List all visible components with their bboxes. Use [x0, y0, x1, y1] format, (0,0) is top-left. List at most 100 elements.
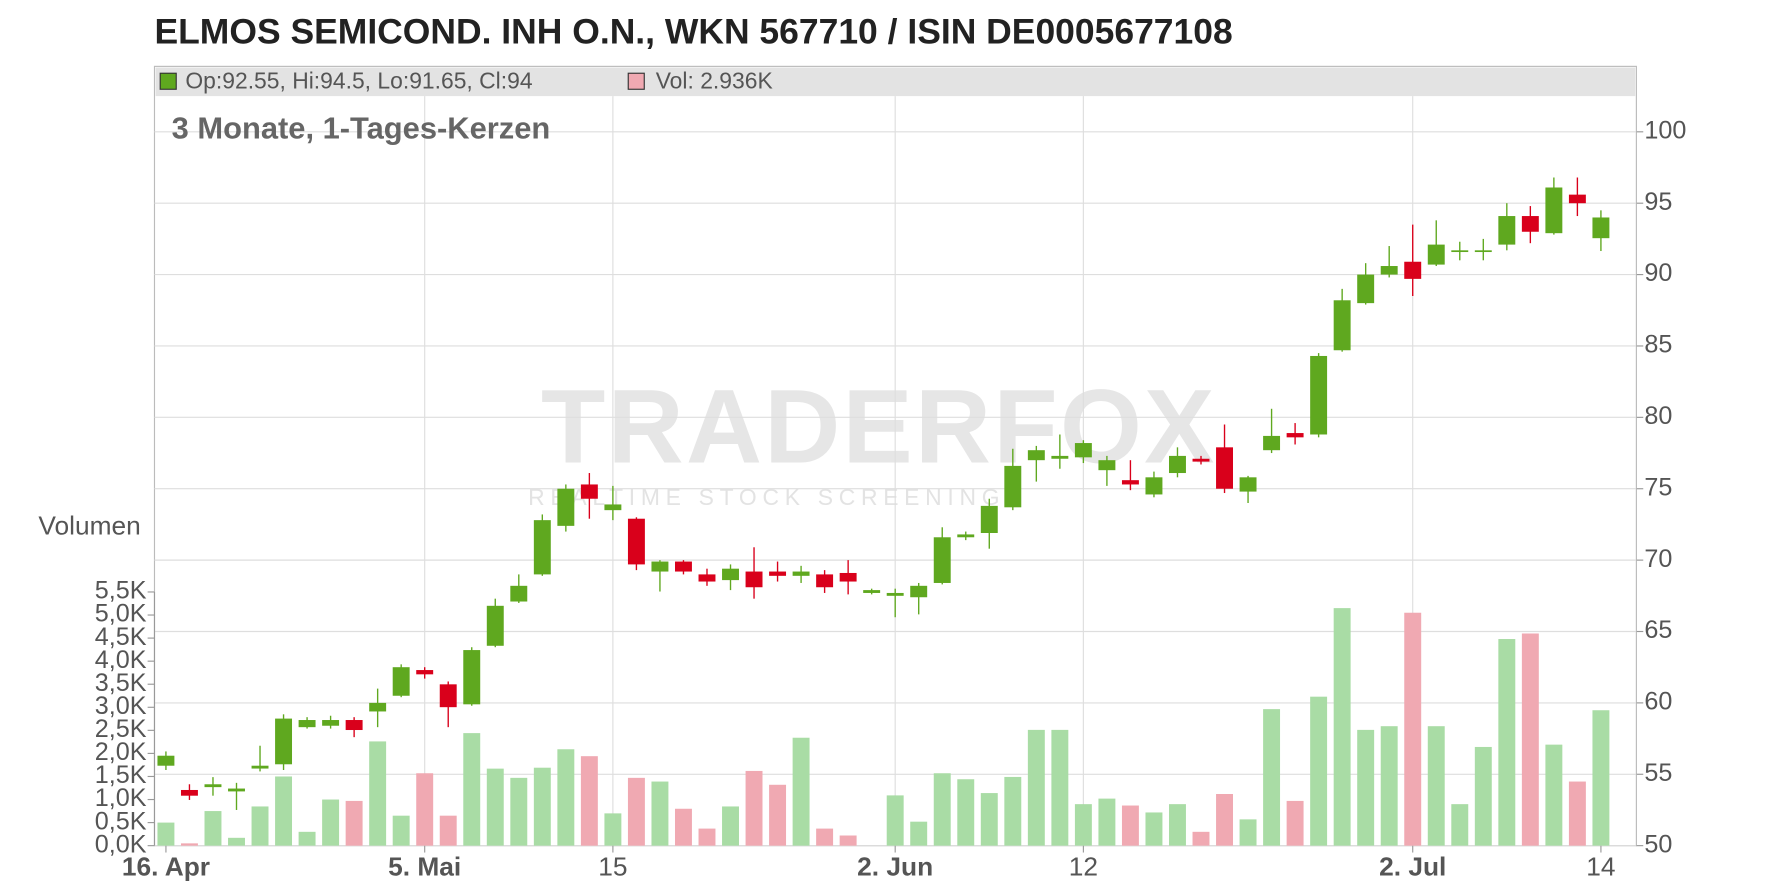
candle-body — [369, 702, 387, 712]
candle-body — [416, 670, 434, 675]
y2-tick-label: 5,5K — [95, 577, 147, 605]
y2-tick-label: 4,0K — [95, 646, 147, 674]
candle-body — [839, 572, 857, 582]
volume-bar — [1427, 726, 1445, 846]
x-tick-label: 2. Jun — [857, 851, 933, 881]
volume-bar — [1592, 710, 1610, 846]
volume-bar — [1357, 729, 1375, 846]
subtitle: 3 Monate, 1-Tages-Kerzen — [172, 111, 551, 146]
volume-bar — [345, 800, 363, 846]
volume-bar — [1451, 804, 1469, 846]
y-tick-label: 100 — [1644, 116, 1686, 144]
volume-bar — [1004, 776, 1022, 846]
volume-bar — [1521, 633, 1539, 846]
y-tick-label: 65 — [1644, 616, 1672, 644]
candle-body — [1545, 187, 1563, 234]
volume-bar — [698, 828, 716, 846]
candle-body — [1498, 216, 1516, 245]
candle-body — [180, 789, 198, 796]
volume-bar — [1145, 812, 1163, 846]
candle-body — [322, 720, 340, 726]
x-tick-label: 14 — [1586, 851, 1615, 881]
chart-title: ELMOS SEMICOND. INH O.N., WKN 567710 / I… — [154, 12, 1232, 52]
candle-body — [228, 788, 245, 792]
volume-bar — [957, 779, 975, 846]
volume-bar — [298, 831, 316, 846]
candle-body — [251, 765, 269, 769]
candle-body — [345, 720, 363, 731]
candle-body — [980, 505, 998, 533]
candle-body — [863, 590, 881, 593]
volume-bar — [745, 770, 763, 846]
volume-bar — [604, 813, 622, 846]
volume-bar — [1074, 804, 1092, 846]
candle-body — [957, 534, 975, 538]
candle-body — [1380, 266, 1398, 275]
volume-bar — [1192, 831, 1210, 846]
y2-tick-label: 0,0K — [95, 830, 147, 858]
candle-body — [1286, 433, 1304, 438]
volume-bar — [839, 835, 857, 846]
volume-bar — [228, 837, 245, 846]
candle-body — [769, 571, 787, 576]
volume-bar — [722, 806, 739, 846]
volume-bar — [1216, 793, 1233, 846]
candle-body — [886, 592, 904, 596]
legend-swatch-price — [159, 72, 177, 90]
candle-body — [439, 684, 457, 708]
candle-body — [1074, 443, 1092, 458]
candle-body — [486, 605, 504, 646]
volume-bar — [1098, 798, 1116, 846]
volume-bar — [157, 822, 175, 846]
candle-body — [1121, 480, 1139, 485]
candle-body — [1098, 460, 1116, 471]
volume-bar — [275, 776, 293, 846]
candle-body — [1027, 450, 1045, 461]
volume-bar — [1169, 804, 1186, 846]
volume-bar — [510, 777, 528, 846]
y-tick-label: 75 — [1644, 473, 1672, 501]
volume-bar — [439, 815, 457, 846]
y2-tick-label: 2,5K — [95, 715, 147, 743]
candle-body — [933, 537, 951, 583]
candle-body — [392, 667, 410, 696]
volume-bar — [322, 799, 340, 846]
volume-bar — [816, 828, 834, 846]
x-tick-label: 5. Mai — [388, 851, 461, 881]
y2-tick-label: 4,5K — [95, 623, 147, 651]
candle-body — [1333, 300, 1351, 351]
candle-body — [1004, 465, 1022, 508]
candles — [157, 177, 1610, 810]
y-tick-label: 90 — [1644, 259, 1672, 287]
candle-body — [1404, 261, 1422, 279]
x-tick-label: 16. Apr — [122, 851, 210, 881]
y-tick-label: 55 — [1644, 759, 1672, 787]
volume-bar — [463, 733, 481, 846]
candle-body — [1357, 274, 1375, 304]
candle-body — [1192, 458, 1210, 462]
candle-body — [1216, 447, 1233, 489]
volume-bar — [533, 767, 551, 846]
candle-body — [1169, 455, 1186, 474]
candle-body — [1592, 217, 1610, 239]
x-tick-label: 12 — [1069, 851, 1098, 881]
y2-axis-label: Volumen — [38, 510, 140, 540]
volume-bar — [1498, 639, 1516, 846]
candle-body — [1451, 250, 1469, 253]
candle-body — [1521, 216, 1539, 232]
candle-body — [1263, 435, 1281, 451]
volume-bar — [910, 821, 928, 846]
y-tick-label: 60 — [1644, 688, 1672, 716]
volume-bar — [1404, 612, 1422, 846]
volume-bar — [769, 784, 787, 846]
candle-body — [1239, 477, 1257, 492]
legend-volume: Vol: 2.936K — [656, 67, 773, 93]
candle-body — [722, 568, 739, 581]
volume-bar — [557, 749, 575, 846]
volume-bar — [1263, 709, 1281, 846]
y-tick-label: 80 — [1644, 402, 1672, 430]
candle-body — [1145, 477, 1163, 495]
candle-body — [157, 755, 175, 766]
volume-bar — [180, 843, 198, 846]
